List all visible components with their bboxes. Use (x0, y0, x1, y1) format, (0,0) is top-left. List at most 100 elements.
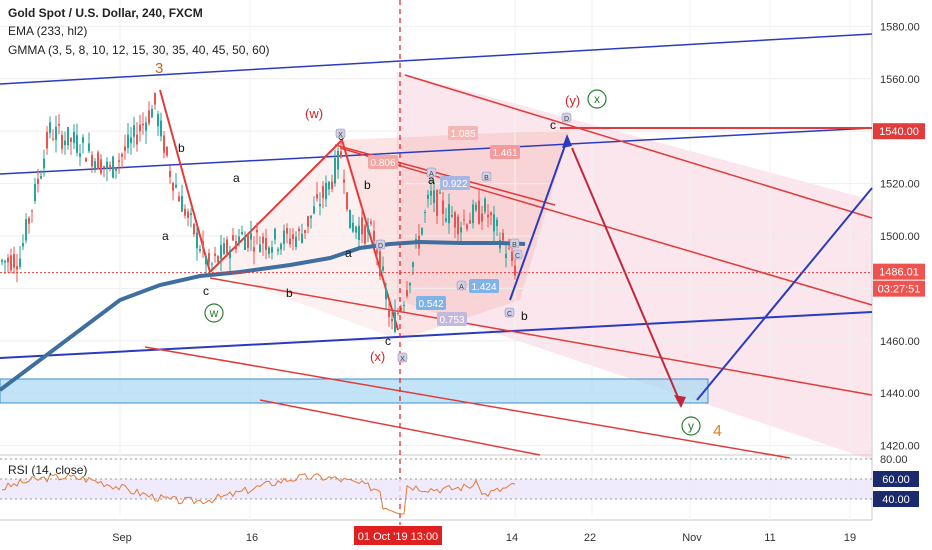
time-tick-label: 19 (844, 532, 856, 544)
candle-body (115, 167, 117, 171)
candle-body (229, 250, 231, 259)
candle-body (4, 260, 6, 263)
point-tag-box (504, 307, 515, 318)
chart-title[interactable]: Gold Spot / U.S. Dollar, 240, FXCM (8, 6, 203, 20)
candle-body (442, 200, 444, 214)
candle-body (136, 134, 138, 145)
candle-body (97, 152, 99, 170)
fib-ratio-label: 0.542 (418, 299, 443, 310)
candle-body (295, 236, 297, 247)
candle-body (199, 249, 201, 252)
wave-label: (y) (565, 93, 580, 108)
candle-body (403, 304, 405, 306)
candle-body (460, 227, 462, 233)
candle-body (472, 204, 474, 224)
candle-body (154, 92, 156, 105)
fib-ratio-label: 1.461 (492, 148, 517, 159)
candle-body (328, 181, 330, 190)
candle-body (268, 247, 270, 254)
level-price-tag (873, 123, 925, 140)
ema-indicator-label[interactable]: EMA (233, hl2) (8, 24, 88, 38)
candle-body (169, 170, 171, 178)
point-tag-box (561, 112, 572, 123)
wave-line-3 (341, 139, 399, 331)
blue-channel-top (0, 33, 873, 85)
circled-label-ring (681, 416, 701, 436)
time-highlight-tag (354, 526, 442, 545)
time-tick-label: 11 (764, 532, 775, 544)
fib-ratio-label: 1.424 (471, 282, 496, 293)
point-tag: C (515, 253, 520, 260)
candle-body (397, 312, 399, 314)
candle-body (175, 184, 177, 188)
fib-ratio-box (448, 126, 478, 140)
candle-body (253, 247, 255, 252)
rsi-indicator-label[interactable]: RSI (14, close) (8, 463, 88, 477)
candle-body (487, 214, 489, 218)
wave-label: (w) (305, 106, 323, 121)
candle-body (16, 266, 18, 270)
candle-body (481, 213, 483, 222)
price-tick-label: 1420.00 (880, 441, 920, 453)
blue-channel-mid (0, 127, 873, 175)
candle-body (100, 159, 102, 174)
candle-body (88, 143, 90, 152)
candle-body (133, 125, 135, 137)
arrowhead-blue (562, 134, 572, 148)
candle-body (52, 138, 54, 140)
point-tag-box (426, 167, 437, 178)
candle-body (376, 249, 378, 254)
point-tag: A (429, 171, 434, 178)
price-tick-label: 1560.00 (880, 74, 920, 86)
rsi-band (0, 479, 872, 499)
candle-body (40, 176, 42, 179)
gmma-indicator-label[interactable]: GMMA (3, 5, 8, 10, 12, 15, 30, 35, 40, 4… (8, 43, 270, 57)
candle-body (223, 243, 225, 255)
point-tag: D (564, 116, 569, 123)
harmonic-shade-2 (210, 140, 400, 340)
candle-body (79, 153, 81, 157)
candle-body (427, 194, 429, 199)
point-tag: B (484, 175, 489, 182)
point-tag-box (456, 280, 467, 291)
candle-body (10, 255, 12, 271)
candle-body (127, 134, 129, 149)
candle-body (19, 258, 21, 267)
candle-body (37, 178, 39, 185)
candle-body (70, 138, 72, 142)
candle-body (394, 312, 396, 332)
fib-ratio-box (416, 296, 446, 310)
fib-ratio-box (490, 145, 520, 159)
candle-body (490, 212, 492, 216)
point-tag-box (512, 249, 523, 260)
candle-body (454, 212, 456, 228)
candle-body (361, 217, 363, 235)
rsi-level-tag (873, 491, 919, 507)
wave-label: b (286, 286, 293, 300)
candle-body (433, 190, 435, 203)
fib-ratio-label: 0.806 (370, 158, 395, 169)
candle-body (337, 150, 339, 170)
fib-ratio-label: 1.085 (450, 129, 475, 140)
candle-body (322, 186, 324, 199)
wave-label: a (428, 173, 435, 187)
candle-body (208, 253, 210, 263)
candle-body (58, 123, 60, 126)
candle-body (61, 135, 63, 149)
fib-ratio-box (437, 312, 467, 326)
candle-body (343, 179, 345, 183)
circled-label-ring (204, 303, 224, 323)
candle-body (160, 120, 162, 137)
candle-body (232, 235, 234, 241)
candle-body (340, 151, 342, 158)
candle-body (457, 216, 459, 235)
point-tag-box (335, 128, 346, 139)
candle-body (511, 251, 513, 262)
candle-body (220, 244, 222, 260)
candle-body (247, 234, 249, 248)
candle-body (259, 244, 261, 253)
blue-channel-bottom (0, 311, 873, 359)
candle-body (238, 236, 240, 244)
